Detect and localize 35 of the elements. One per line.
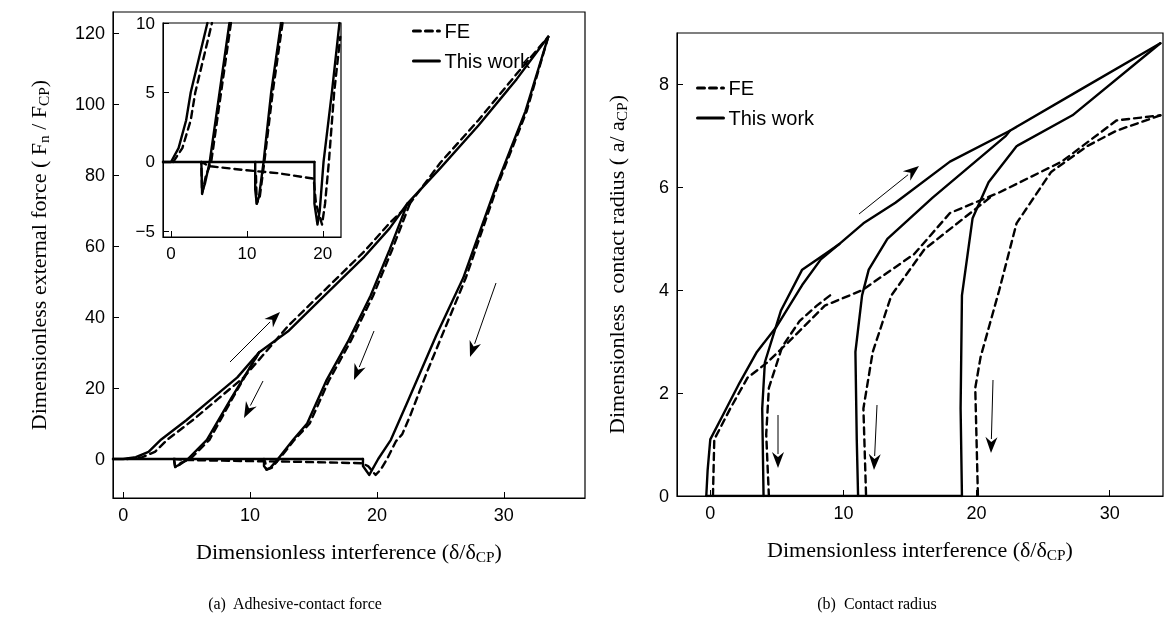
y-tick-label: 6: [658, 177, 669, 198]
text: (b) Contact radius: [817, 594, 937, 613]
x-tick-label: 30: [1099, 503, 1120, 523]
x-tick-label: 0: [166, 244, 176, 263]
y-tick-label: 20: [84, 378, 105, 399]
y-axis-title: Dimensionless external force ( Fn / FCP): [25, 79, 52, 431]
y-tick-label: 40: [84, 307, 105, 328]
legend-label: FE: [444, 20, 470, 42]
y-tick-label: 8: [658, 74, 669, 95]
y-tick-label: 10: [136, 13, 155, 33]
y-tick-label: 60: [84, 236, 105, 257]
y-tick-label: 100: [74, 94, 105, 115]
y-tick-label: 0: [658, 486, 669, 506]
y-tick-label: −5: [135, 221, 155, 241]
x-tick-label: 0: [118, 505, 129, 525]
legend-label: This work: [444, 50, 531, 72]
y-tick-label: 4: [658, 280, 669, 301]
x-tick-label: 30: [493, 505, 514, 525]
y-axis-title: Dimensionless contact radius ( a/ aCP): [603, 95, 630, 434]
x-tick-label: 20: [366, 505, 387, 525]
y-tick-label: 120: [74, 23, 105, 44]
x-tick-label: 10: [833, 503, 854, 523]
x-tick-label: 10: [240, 505, 261, 525]
y-tick-label: 5: [145, 82, 155, 102]
x-tick-label: 20: [966, 503, 987, 523]
legend-label: FE: [728, 77, 755, 99]
x-tick-label: 0: [705, 503, 716, 523]
text: (a) Adhesive-contact force: [208, 594, 382, 613]
x-tick-label: 10: [237, 244, 257, 263]
legend-label: This work: [728, 107, 816, 129]
x-tick-label: 20: [313, 244, 333, 263]
y-tick-label: 0: [94, 448, 105, 469]
y-tick-label: 0: [145, 152, 155, 172]
y-tick-label: 80: [84, 165, 105, 186]
y-tick-label: 2: [658, 383, 669, 404]
